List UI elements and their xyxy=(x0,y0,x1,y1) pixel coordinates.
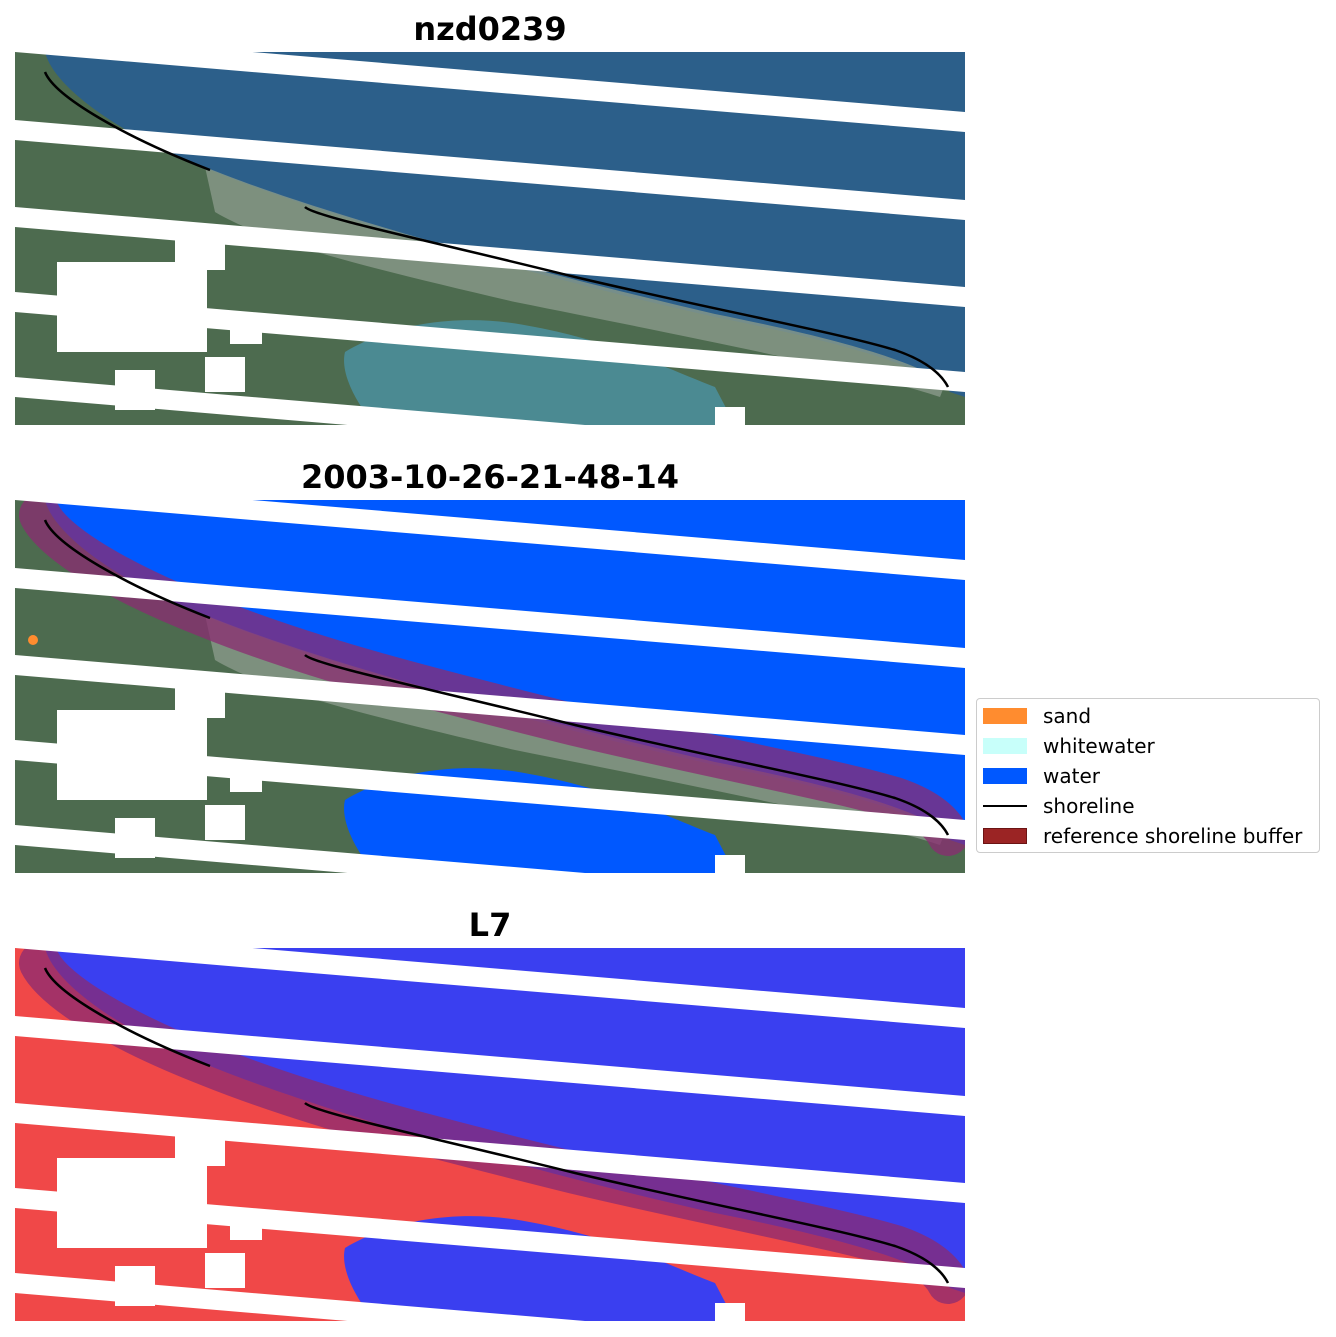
legend-item-whitewater: whitewater xyxy=(983,732,1319,760)
legend-item-buffer: reference shoreline buffer xyxy=(983,822,1319,850)
legend-label: reference shoreline buffer xyxy=(1043,824,1303,848)
legend-item-shoreline: shoreline xyxy=(983,792,1319,820)
scan-gaps xyxy=(15,52,965,425)
image-panel-index xyxy=(15,948,965,1321)
legend-label: whitewater xyxy=(1043,734,1155,758)
buffer-swatch xyxy=(983,828,1027,844)
legend-label: shoreline xyxy=(1043,794,1135,818)
shoreline-line xyxy=(43,967,950,1284)
image-panel-classified xyxy=(15,500,965,873)
water-swatch xyxy=(983,768,1027,784)
shoreline-line xyxy=(43,519,950,836)
legend-item-sand: sand xyxy=(983,702,1319,730)
satellite-image-index xyxy=(15,948,965,1321)
satellite-image-rgb xyxy=(15,52,965,425)
legend-item-water: water xyxy=(983,762,1319,790)
panel-title-3: L7 xyxy=(468,906,512,944)
panel-title-2: 2003-10-26-21-48-14 xyxy=(300,458,680,496)
legend-label: sand xyxy=(1043,704,1092,728)
sand-swatch xyxy=(983,708,1027,724)
image-panel-rgb xyxy=(15,52,965,425)
sand-patch xyxy=(28,635,38,645)
legend: sand whitewater water shoreline referenc… xyxy=(976,698,1320,853)
shoreline-swatch xyxy=(983,805,1027,807)
shoreline-line xyxy=(43,71,950,388)
legend-label: water xyxy=(1043,764,1100,788)
whitewater-swatch xyxy=(983,738,1027,754)
panel-title-1: nzd0239 xyxy=(413,10,567,48)
satellite-image-classified xyxy=(15,500,965,873)
